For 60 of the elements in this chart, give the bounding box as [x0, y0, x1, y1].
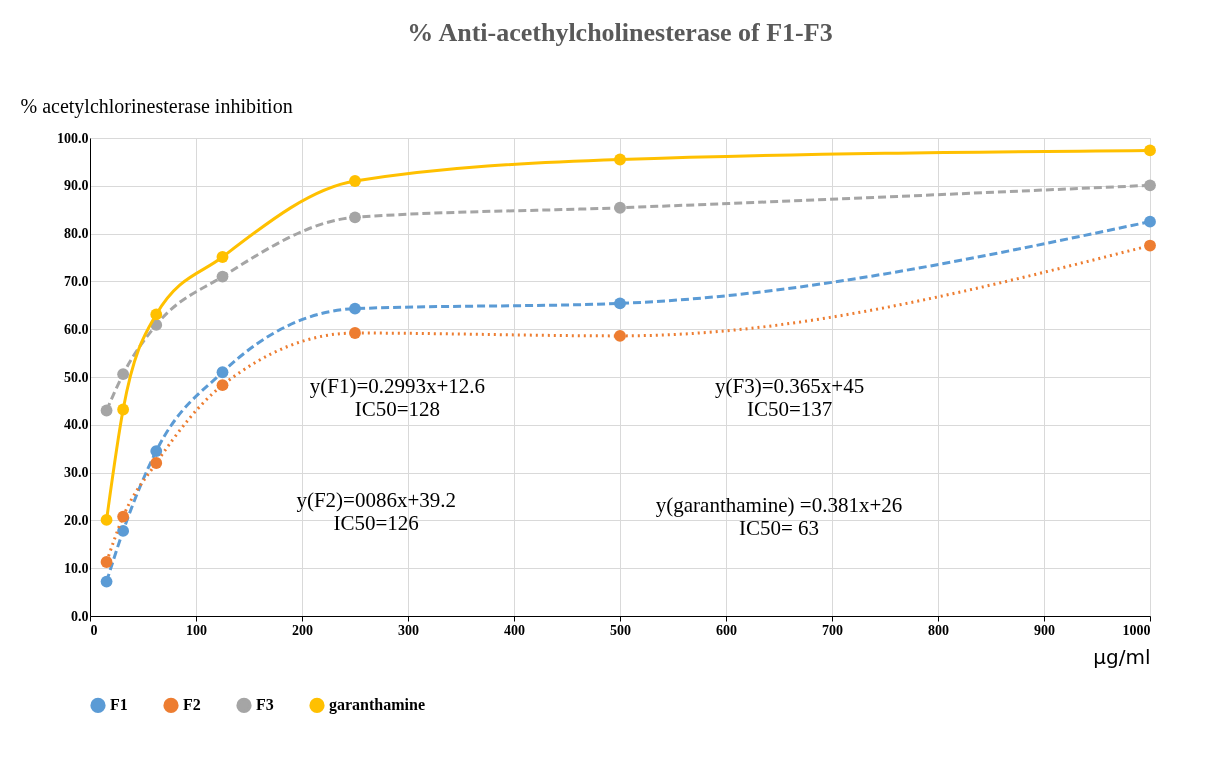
point: [349, 211, 361, 224]
point: [614, 201, 626, 214]
y-tick-label: 0.0: [71, 608, 89, 624]
x-tick-label: 0: [90, 622, 98, 638]
x-axis-title: μg/ml: [1093, 644, 1151, 669]
point: [216, 251, 229, 263]
chart-title: % Anti-acethylcholinesterase of F1-F3: [407, 18, 833, 47]
point: [117, 403, 130, 416]
point: [117, 368, 130, 381]
x-tick-label: 900: [1034, 622, 1055, 638]
point: [150, 457, 163, 469]
point: [614, 153, 626, 166]
annotation: y(F3)=0.365x+45 IC50=137: [715, 373, 865, 421]
x-tick-label: 600: [716, 622, 737, 638]
x-tick-label: 400: [504, 622, 525, 638]
y-tick-label: 30.0: [64, 465, 89, 481]
y-tick-label: 100.0: [57, 130, 89, 146]
point: [1144, 144, 1156, 157]
legend-label: F2: [183, 696, 201, 714]
point: [349, 327, 361, 339]
legend-label: garanthamine: [329, 696, 425, 715]
legend-label: F3: [256, 696, 274, 714]
x-tick-label: 200: [292, 622, 313, 638]
point: [216, 366, 229, 379]
point: [1144, 215, 1156, 228]
y-tick-label: 80.0: [64, 226, 89, 242]
point: [117, 510, 130, 523]
legend-label: F1: [110, 696, 128, 714]
point: [100, 514, 113, 526]
point: [100, 556, 113, 568]
point: [117, 525, 130, 537]
y-tick-label: 70.0: [64, 273, 89, 289]
point: [1144, 179, 1156, 192]
x-tick-label: 500: [610, 622, 631, 638]
point: [216, 270, 229, 283]
point: [150, 445, 163, 457]
point: [216, 379, 229, 392]
annotation: y(F1)=0.2993x+12.6 IC50=128: [309, 373, 486, 421]
y-tick-label: 50.0: [64, 369, 89, 385]
y-tick-label: 90.0: [64, 178, 89, 194]
x-tick-label: 800: [928, 622, 949, 638]
x-tick-label: 700: [822, 622, 843, 638]
x-tick-label: 100: [186, 622, 207, 638]
point: [614, 329, 626, 342]
y-tick-label: 20.0: [64, 512, 89, 528]
point: [349, 302, 361, 315]
point: [100, 404, 113, 417]
point: [1144, 239, 1156, 252]
point: [614, 297, 626, 310]
x-tick-label: 1000: [1122, 622, 1151, 638]
annotation: y(garanthamine) =0.381x+26 IC50= 63: [655, 493, 903, 541]
y-tick-label: 60.0: [64, 321, 89, 337]
annotation: y(F2)=0086x+39.2 IC50=126: [296, 488, 456, 536]
x-tick-label: 300: [398, 622, 419, 638]
point: [349, 175, 361, 187]
y-axis-title: % acetylchlorinesterase inhibition: [20, 94, 293, 118]
point: [150, 308, 163, 321]
point: [100, 575, 113, 588]
y-tick-label: 10.0: [64, 560, 89, 576]
y-tick-label: 40.0: [64, 417, 89, 433]
